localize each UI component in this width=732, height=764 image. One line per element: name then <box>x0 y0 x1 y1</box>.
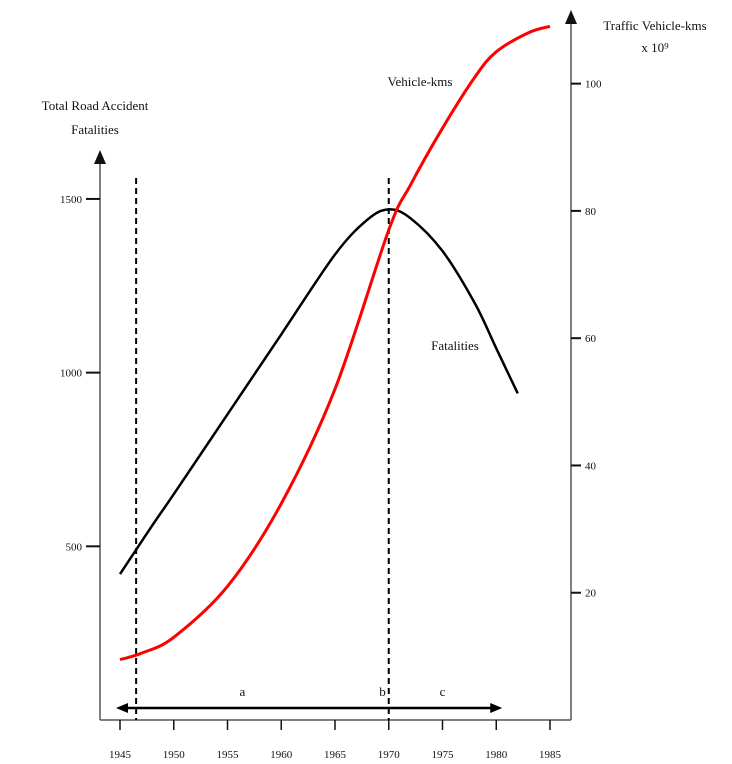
x-tick-label: 1985 <box>539 749 562 761</box>
x-tick-label: 1965 <box>324 749 347 761</box>
period-arrowhead <box>116 703 128 713</box>
vehicle-kms-annotation: Vehicle-kms <box>388 74 453 89</box>
left-tick-label: 1000 <box>60 368 83 380</box>
right-tick-label: 100 <box>585 79 602 91</box>
fatalities-line <box>118 208 519 575</box>
x-tick-label: 1970 <box>378 749 401 761</box>
x-tick-label: 1945 <box>109 749 132 761</box>
left-axis-arrow <box>94 150 106 164</box>
right-tick-label: 60 <box>585 333 597 345</box>
period-arrowhead <box>490 703 503 713</box>
left-axis-label: Total Road Accident <box>42 98 149 113</box>
left-tick-label: 500 <box>66 541 83 553</box>
period-label: c <box>440 684 446 699</box>
right-tick-label: 80 <box>585 206 597 218</box>
right-tick-label: 20 <box>585 588 597 600</box>
x-tick-label: 1950 <box>163 749 186 761</box>
right-axis-label: x 10⁹ <box>641 40 669 55</box>
period-label: b <box>379 684 386 699</box>
right-axis-arrow <box>565 10 577 24</box>
x-tick-label: 1955 <box>217 749 240 761</box>
period-label: a <box>240 684 246 699</box>
left-tick-label: 1500 <box>60 194 83 206</box>
x-tick-label: 1960 <box>270 749 293 761</box>
x-tick-label: 1975 <box>432 749 455 761</box>
right-axis-label: Traffic Vehicle-kms <box>603 18 706 33</box>
left-axis-label: Fatalities <box>71 122 119 137</box>
x-tick-label: 1980 <box>485 749 508 761</box>
vehicle-kms-line <box>119 24 551 661</box>
fatalities-annotation: Fatalities <box>431 338 479 353</box>
right-tick-label: 40 <box>585 460 597 472</box>
